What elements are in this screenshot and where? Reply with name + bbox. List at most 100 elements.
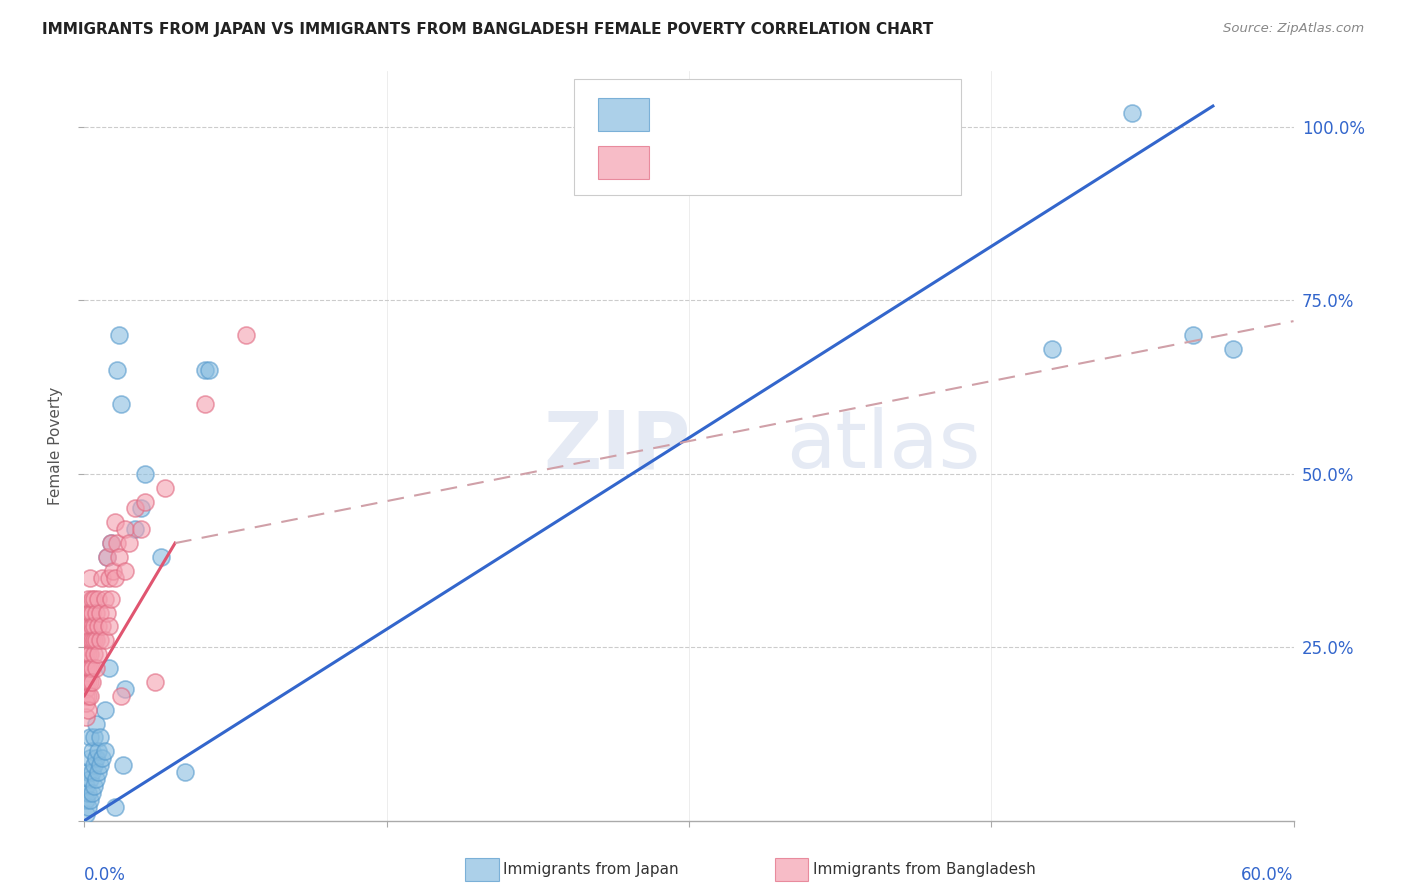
Text: Source: ZipAtlas.com: Source: ZipAtlas.com: [1223, 22, 1364, 36]
Point: [87, 744, 110, 758]
Point: [93, 633, 115, 648]
Text: 60.0%: 60.0%: [1241, 865, 1294, 884]
Point: [114, 564, 136, 578]
Point: [75, 793, 97, 807]
Point: [89, 633, 111, 648]
Point: [77, 591, 100, 606]
Point: [129, 501, 152, 516]
Point: [118, 536, 141, 550]
Point: [79, 793, 101, 807]
Point: [77, 786, 100, 800]
Point: [79, 689, 101, 703]
Point: [77, 674, 100, 689]
Point: [1222, 342, 1244, 356]
Point: [235, 328, 257, 343]
FancyBboxPatch shape: [599, 97, 650, 130]
Point: [87, 591, 110, 606]
Point: [77, 703, 100, 717]
Point: [101, 564, 124, 578]
Point: [75, 661, 97, 675]
Point: [79, 606, 101, 620]
Point: [86, 661, 108, 675]
Y-axis label: Female Poverty: Female Poverty: [48, 387, 63, 505]
Point: [75, 647, 97, 661]
Point: [124, 522, 146, 536]
Text: R = 0.855: R = 0.855: [661, 103, 744, 121]
Point: [124, 501, 146, 516]
Point: [129, 522, 152, 536]
Point: [79, 571, 101, 585]
Point: [82, 606, 104, 620]
Point: [79, 751, 101, 765]
Point: [83, 758, 105, 772]
Point: [1181, 328, 1204, 343]
Point: [77, 765, 100, 780]
Point: [100, 591, 122, 606]
Text: 0.0%: 0.0%: [84, 865, 127, 884]
Point: [194, 362, 217, 376]
Point: [82, 765, 104, 780]
Point: [86, 606, 108, 620]
Point: [75, 709, 97, 723]
Point: [93, 744, 115, 758]
Point: [1121, 106, 1143, 120]
Point: [87, 619, 110, 633]
Point: [153, 481, 176, 495]
Point: [77, 606, 100, 620]
Point: [77, 689, 100, 703]
Point: [104, 516, 127, 530]
Point: [79, 626, 101, 640]
Point: [105, 536, 128, 550]
Point: [75, 681, 97, 696]
Point: [79, 633, 101, 648]
Text: atlas: atlas: [786, 407, 980, 485]
Point: [77, 619, 100, 633]
Point: [96, 549, 118, 564]
Point: [194, 397, 217, 411]
Point: [89, 758, 111, 772]
Point: [77, 647, 100, 661]
Point: [104, 799, 127, 814]
Point: [86, 751, 108, 765]
FancyBboxPatch shape: [599, 146, 650, 179]
Point: [91, 619, 114, 633]
Point: [87, 647, 110, 661]
Point: [75, 689, 97, 703]
Point: [79, 674, 101, 689]
FancyBboxPatch shape: [574, 78, 962, 195]
Point: [77, 626, 100, 640]
Point: [82, 661, 104, 675]
Point: [75, 640, 97, 655]
Point: [77, 640, 100, 655]
Point: [96, 606, 118, 620]
Point: [97, 619, 120, 633]
Text: Immigrants from Japan: Immigrants from Japan: [503, 863, 679, 877]
Point: [93, 591, 115, 606]
Point: [83, 731, 105, 745]
Point: [82, 591, 104, 606]
Point: [75, 606, 97, 620]
Text: IMMIGRANTS FROM JAPAN VS IMMIGRANTS FROM BANGLADESH FEMALE POVERTY CORRELATION C: IMMIGRANTS FROM JAPAN VS IMMIGRANTS FROM…: [42, 22, 934, 37]
Point: [91, 751, 114, 765]
Point: [114, 522, 136, 536]
Point: [77, 799, 100, 814]
Point: [79, 647, 101, 661]
Point: [86, 772, 108, 786]
Point: [75, 696, 97, 710]
Point: [134, 494, 156, 508]
Point: [149, 549, 172, 564]
Point: [82, 786, 104, 800]
Point: [91, 571, 114, 585]
Point: [97, 571, 120, 585]
Point: [83, 619, 105, 633]
Point: [110, 397, 132, 411]
Point: [77, 661, 100, 675]
Point: [75, 779, 97, 793]
Text: ZIP: ZIP: [544, 407, 692, 485]
Point: [75, 674, 97, 689]
Point: [75, 619, 97, 633]
Point: [107, 328, 129, 343]
Point: [82, 619, 104, 633]
Point: [104, 571, 127, 585]
Point: [100, 536, 122, 550]
